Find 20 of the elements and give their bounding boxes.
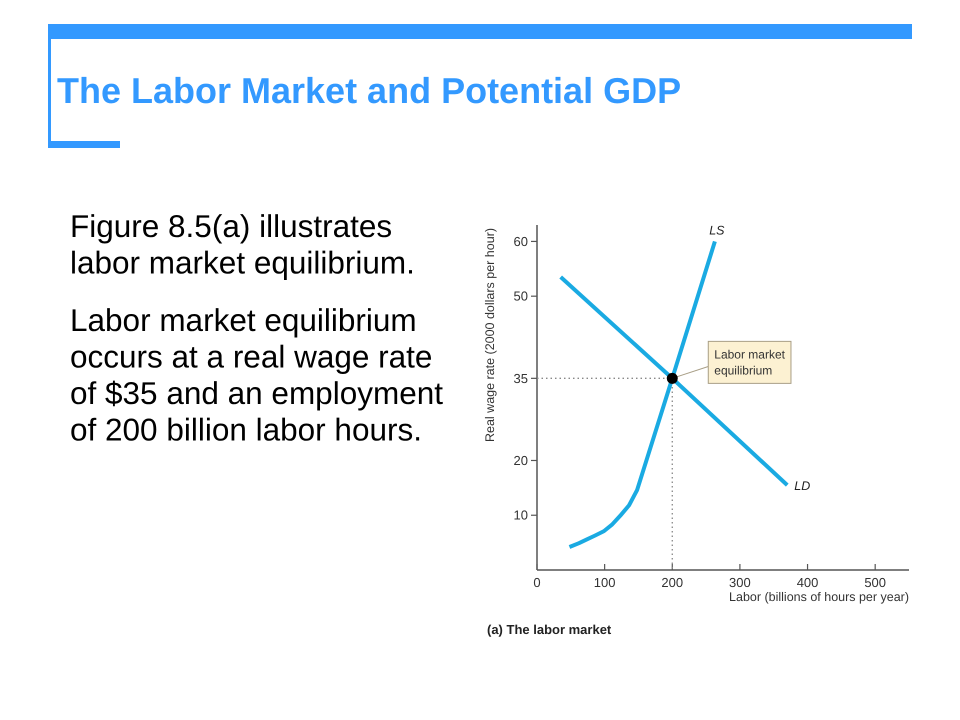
- series-label: LD: [794, 479, 810, 494]
- y-tick-label: 10: [514, 508, 528, 523]
- y-tick-label: 35: [514, 370, 528, 386]
- x-tick-label: 400: [796, 575, 818, 590]
- x-tick-label: 300: [729, 575, 751, 590]
- text: Labor market equilibrium occurs at a real wage rate of $35 and an employment of 200 billion labor hours.: [70, 302, 444, 448]
- x-axis-title: Labor (billions of hours per year): [729, 590, 909, 604]
- annotation: Labor market equilibrium: [714, 347, 786, 378]
- y-tick-label: 20: [514, 452, 528, 468]
- x-tick-label: 100: [594, 575, 616, 590]
- x-tick-label: 0: [533, 575, 541, 590]
- y-axis-title: Real wage rate (2000 dollars per hour): [483, 228, 497, 442]
- x-tick-label: 500: [864, 575, 886, 590]
- chart-title: The Labor Market and Potential GDP: [57, 70, 682, 111]
- x-tick-label: 200: [661, 575, 684, 590]
- series-label: LS: [709, 223, 726, 238]
- y-tick-label: 50: [514, 288, 528, 304]
- y-tick-label: 60: [514, 234, 528, 249]
- text: (a) The labor market: [487, 622, 612, 637]
- caption: Figure 8.5(a) illustrates labor market equilibrium.: [70, 208, 415, 280]
